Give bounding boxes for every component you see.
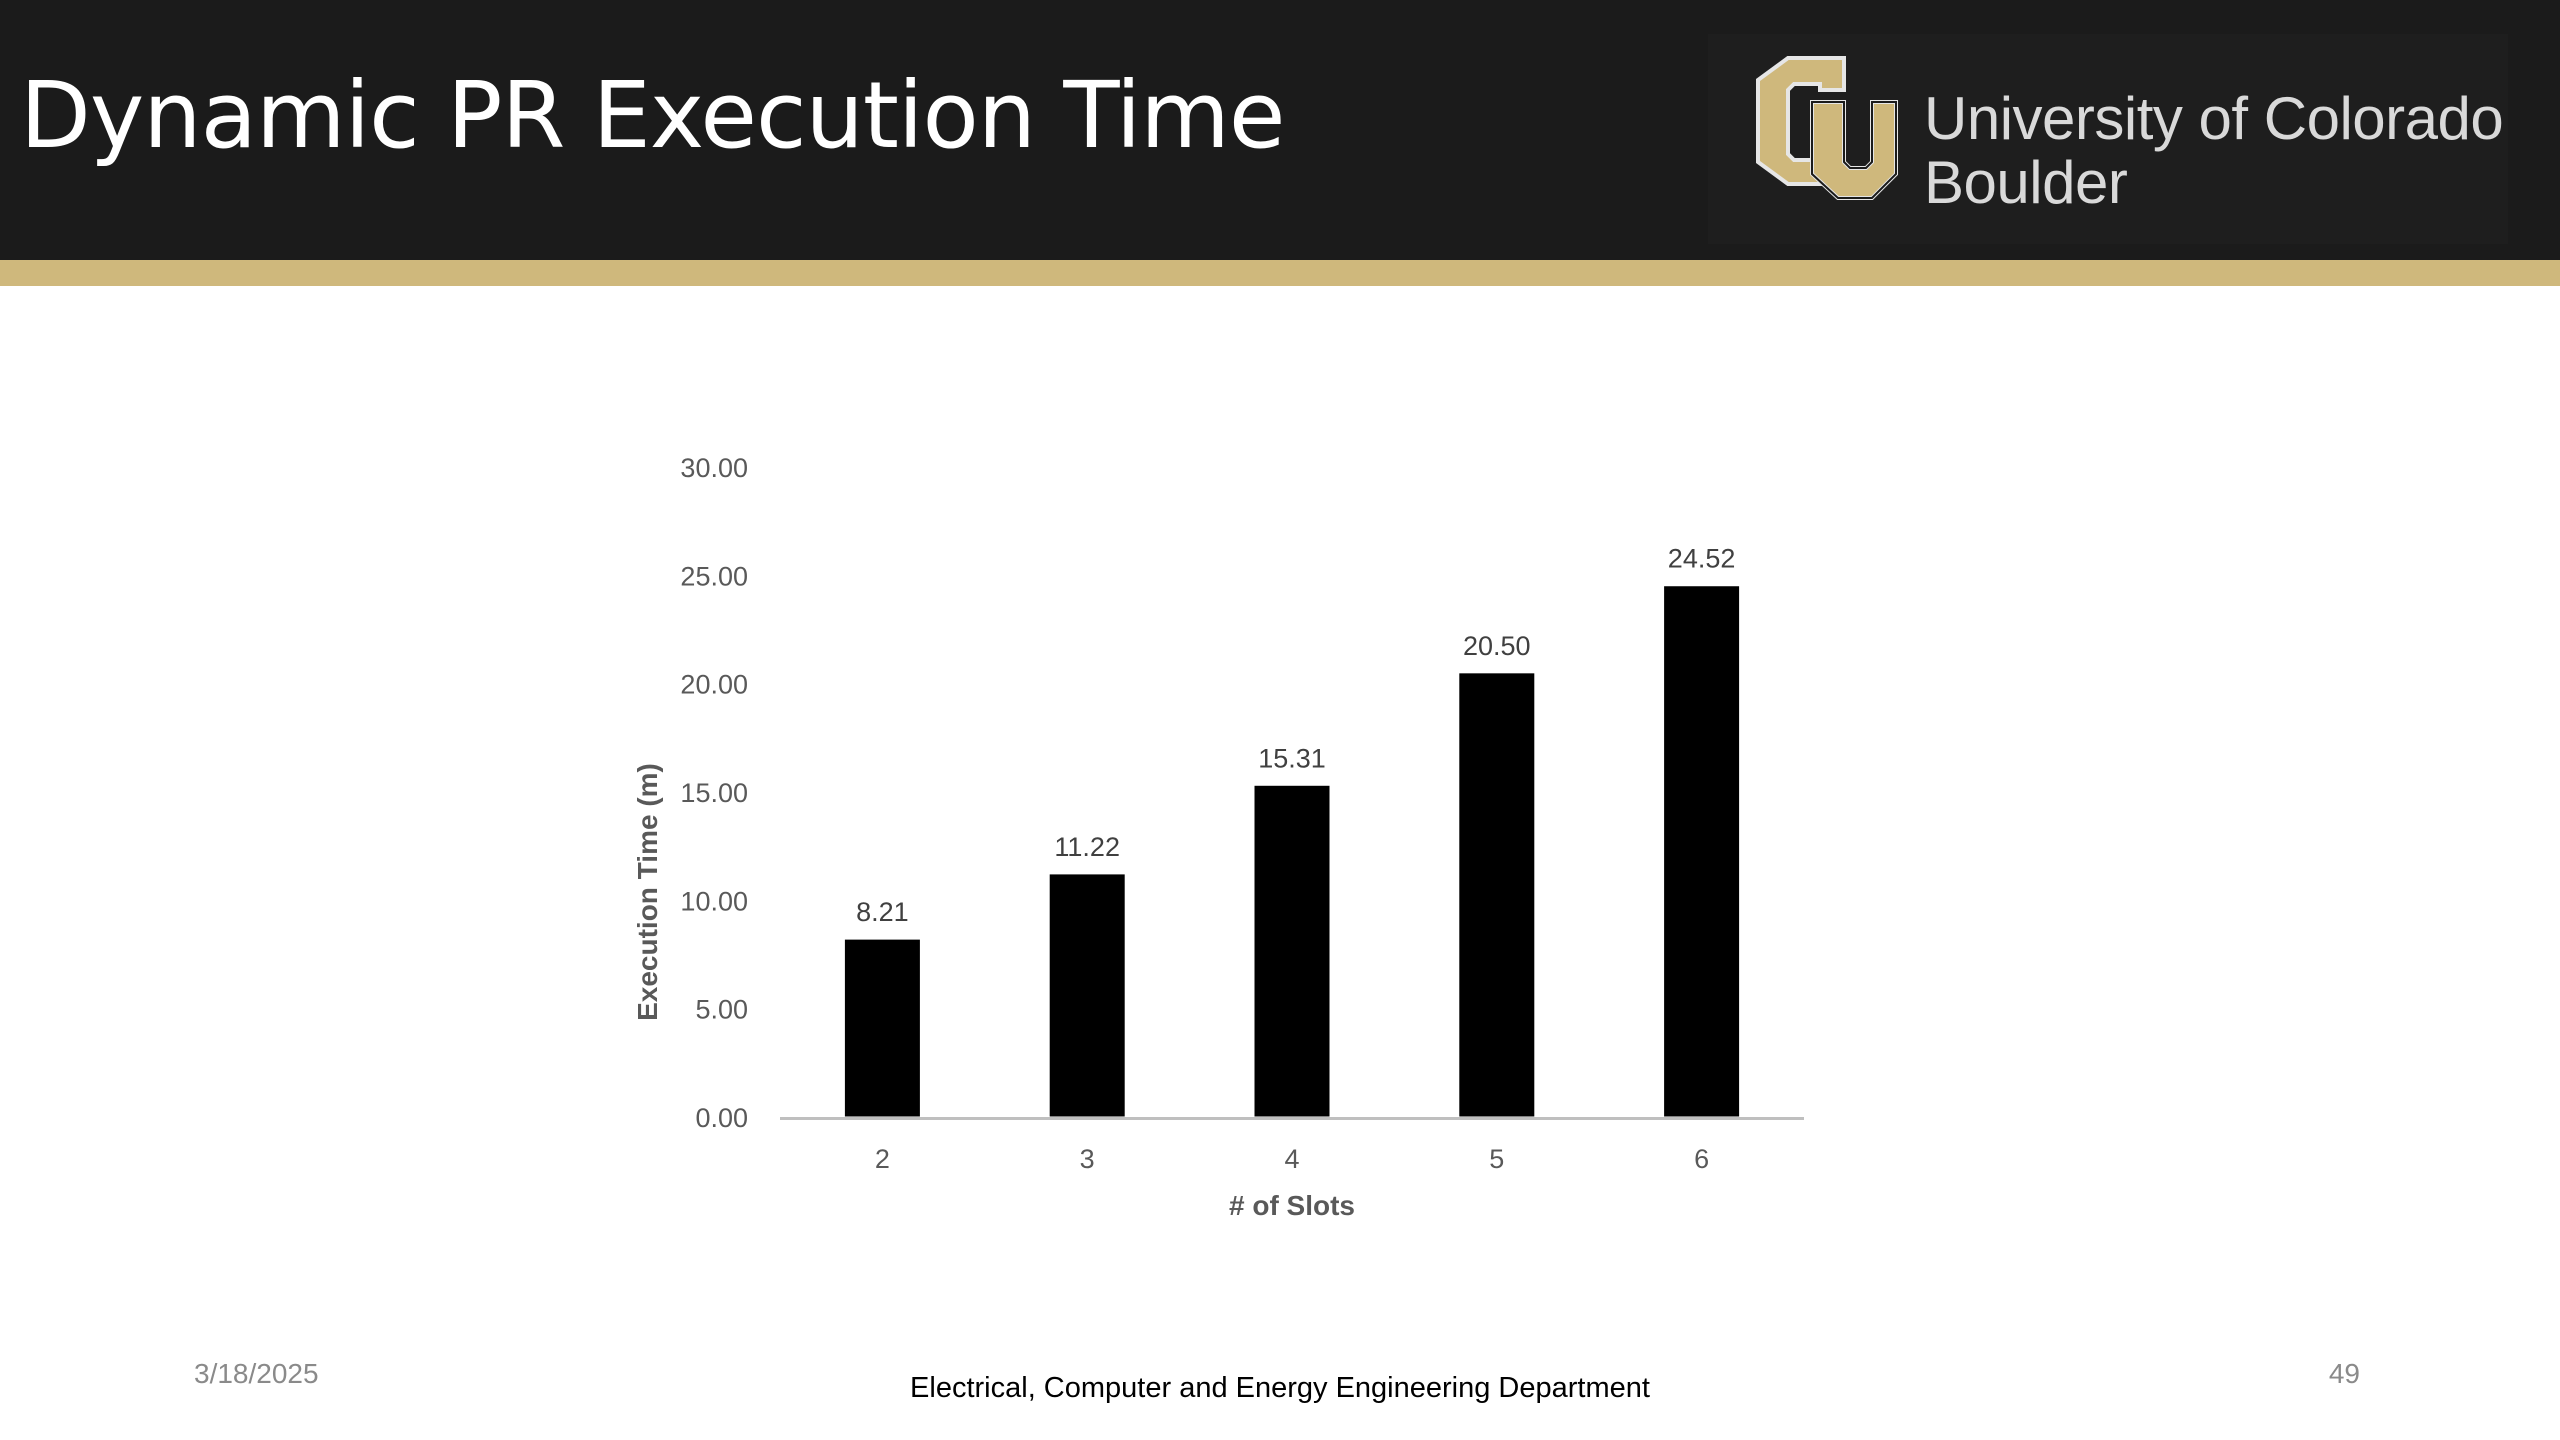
bars bbox=[843, 585, 1741, 1118]
x-tick-label: 4 bbox=[1284, 1144, 1299, 1174]
y-tick-label: 25.00 bbox=[680, 561, 748, 591]
y-axis-ticks: 0.00 5.00 10.00 15.00 20.00 25.00 30.00 bbox=[680, 453, 748, 1133]
slide-title: Dynamic PR Execution Time bbox=[20, 62, 1285, 169]
y-tick-label: 20.00 bbox=[680, 670, 748, 700]
bar-data-label: 20.50 bbox=[1463, 631, 1531, 661]
data-labels: 8.21 11.22 15.31 20.50 24.52 bbox=[856, 544, 1735, 927]
bar-data-label: 8.21 bbox=[856, 897, 909, 927]
bar-data-label: 15.31 bbox=[1258, 743, 1326, 773]
gold-divider bbox=[0, 260, 2560, 286]
bar bbox=[1663, 585, 1741, 1118]
page-number: 49 bbox=[2328, 1358, 2360, 1389]
x-axis-title: # of Slots bbox=[1229, 1190, 1355, 1221]
y-tick-label: 0.00 bbox=[695, 1103, 748, 1133]
y-axis-title: Execution Time (m) bbox=[632, 763, 663, 1021]
x-tick-label: 2 bbox=[875, 1144, 890, 1174]
y-tick-label: 10.00 bbox=[680, 886, 748, 916]
bar bbox=[1048, 873, 1126, 1118]
cu-logo-icon bbox=[1756, 56, 1898, 200]
x-tick-label: 3 bbox=[1080, 1144, 1095, 1174]
bar-data-label: 11.22 bbox=[1054, 832, 1120, 862]
bar bbox=[1253, 784, 1331, 1118]
x-tick-label: 6 bbox=[1694, 1144, 1709, 1174]
university-name: University of Colorado bbox=[1924, 85, 2504, 152]
department-footer: Electrical, Computer and Energy Engineer… bbox=[910, 1372, 1650, 1404]
x-axis-ticks: 2 3 4 5 6 bbox=[875, 1144, 1709, 1174]
y-tick-label: 5.00 bbox=[695, 995, 748, 1025]
y-tick-label: 15.00 bbox=[680, 778, 748, 808]
y-tick-label: 30.00 bbox=[680, 453, 748, 483]
bar bbox=[1458, 672, 1536, 1118]
slide-date: 3/18/2025 bbox=[194, 1358, 319, 1389]
bar-data-label: 24.52 bbox=[1668, 544, 1736, 574]
x-tick-label: 5 bbox=[1489, 1144, 1504, 1174]
campus-name: Boulder bbox=[1924, 149, 2128, 216]
bar bbox=[843, 938, 921, 1118]
